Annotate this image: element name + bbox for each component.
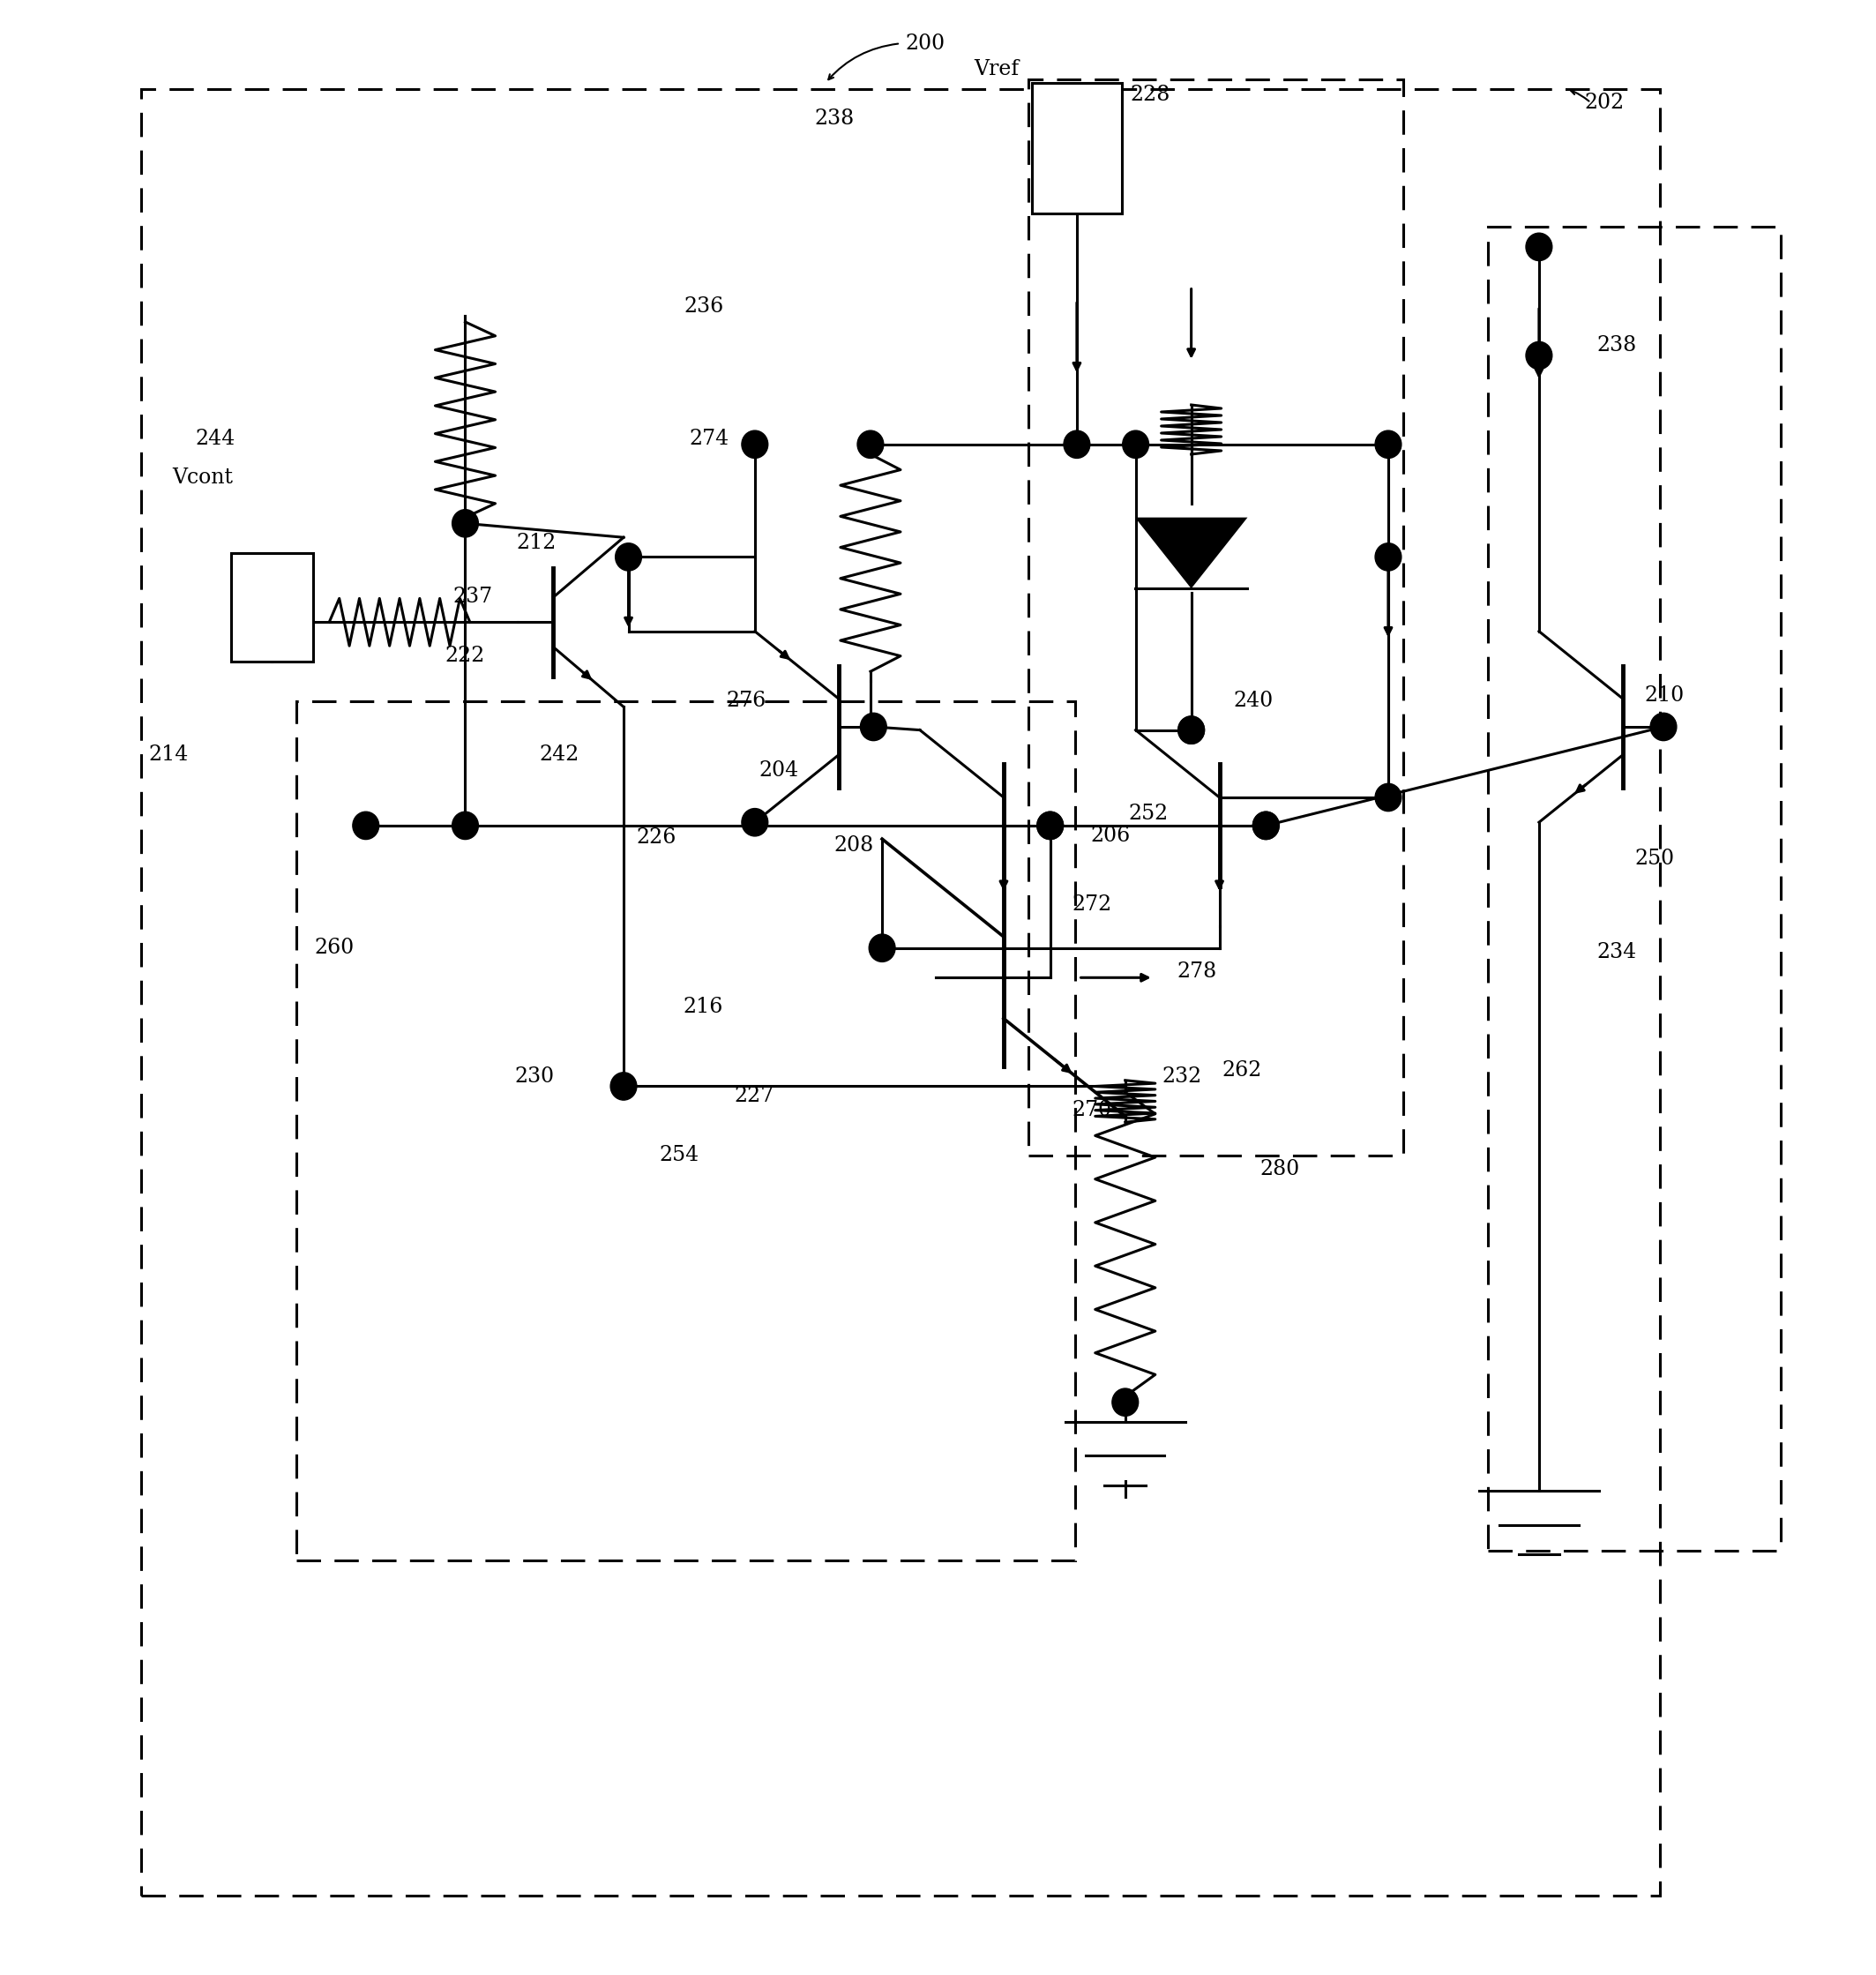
Text: 260: 260 <box>313 938 355 958</box>
Bar <box>231 553 313 662</box>
Circle shape <box>610 1072 636 1100</box>
Text: 272: 272 <box>1071 895 1112 914</box>
Text: 234: 234 <box>1596 942 1638 962</box>
Text: 252: 252 <box>1127 804 1169 824</box>
Circle shape <box>1525 233 1551 261</box>
Text: 204: 204 <box>758 760 799 780</box>
Text: Vref: Vref <box>974 59 1019 79</box>
Text: 244: 244 <box>195 429 236 448</box>
Circle shape <box>1037 812 1064 839</box>
Text: 200: 200 <box>904 34 946 53</box>
Circle shape <box>452 510 478 537</box>
Text: 210: 210 <box>1643 685 1685 705</box>
Text: 270: 270 <box>1071 1100 1112 1120</box>
Circle shape <box>1375 431 1401 458</box>
Circle shape <box>741 808 767 835</box>
Text: 238: 238 <box>1596 336 1638 356</box>
Text: 212: 212 <box>516 533 557 553</box>
Circle shape <box>869 934 895 962</box>
Text: 228: 228 <box>1129 85 1171 105</box>
Bar <box>141 89 1660 1896</box>
Text: 262: 262 <box>1221 1061 1263 1080</box>
Circle shape <box>353 812 379 839</box>
Circle shape <box>1253 812 1279 839</box>
Circle shape <box>1112 1388 1139 1416</box>
Text: 278: 278 <box>1176 962 1218 982</box>
Circle shape <box>1064 431 1090 458</box>
Text: 280: 280 <box>1259 1159 1300 1179</box>
Text: 274: 274 <box>688 429 730 448</box>
Circle shape <box>1178 717 1204 745</box>
Text: 236: 236 <box>683 296 724 316</box>
Text: 224: 224 <box>270 573 311 592</box>
Polygon shape <box>1135 517 1248 589</box>
Circle shape <box>1375 784 1401 812</box>
Text: 206: 206 <box>1090 826 1131 845</box>
Circle shape <box>1651 713 1677 741</box>
Bar <box>1488 227 1780 1550</box>
Circle shape <box>1253 812 1279 839</box>
Text: 227: 227 <box>734 1086 775 1106</box>
Text: 254: 254 <box>658 1146 700 1165</box>
Circle shape <box>452 812 478 839</box>
Circle shape <box>615 543 642 571</box>
Text: 208: 208 <box>833 835 874 855</box>
Circle shape <box>1178 717 1204 745</box>
Text: 222: 222 <box>445 646 486 666</box>
Circle shape <box>741 431 767 458</box>
Text: 242: 242 <box>538 745 580 764</box>
Text: 250: 250 <box>1634 849 1675 869</box>
Text: 237: 237 <box>452 587 493 606</box>
Bar <box>1032 83 1122 213</box>
Text: 232: 232 <box>1161 1067 1203 1086</box>
Text: 276: 276 <box>726 691 767 711</box>
Circle shape <box>857 431 884 458</box>
Circle shape <box>1375 543 1401 571</box>
Bar <box>296 701 1075 1560</box>
Bar <box>1028 79 1403 1155</box>
Text: 202: 202 <box>1583 93 1625 113</box>
Text: 240: 240 <box>1233 691 1274 711</box>
Circle shape <box>1525 342 1551 369</box>
Text: 216: 216 <box>683 997 724 1017</box>
Circle shape <box>1122 431 1148 458</box>
Circle shape <box>861 713 887 741</box>
Circle shape <box>1037 812 1064 839</box>
Text: 226: 226 <box>636 828 677 847</box>
Text: 214: 214 <box>148 745 189 764</box>
Text: 238: 238 <box>814 109 855 128</box>
Text: Vcont: Vcont <box>173 468 233 488</box>
Text: 230: 230 <box>514 1067 555 1086</box>
